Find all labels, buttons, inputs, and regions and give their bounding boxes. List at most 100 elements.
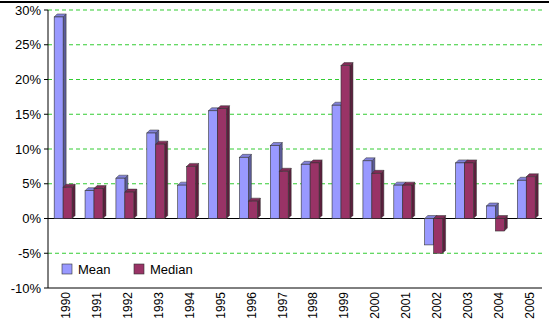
legend-swatch	[134, 264, 144, 274]
category-label: 1996	[245, 292, 259, 319]
bar	[94, 189, 103, 219]
bar-top	[147, 130, 159, 133]
tick-label: -10%	[11, 281, 42, 296]
bar	[341, 66, 350, 219]
bar	[372, 173, 381, 218]
top-rule	[0, 1, 549, 3]
tick-label: 20%	[15, 72, 41, 87]
bar	[301, 164, 310, 218]
bar-top	[156, 141, 168, 144]
bar	[54, 17, 63, 219]
bars	[54, 14, 538, 253]
bar-side	[535, 174, 538, 219]
category-label: 1994	[183, 292, 197, 319]
tick	[44, 149, 48, 150]
x-axis-bottom	[48, 288, 542, 289]
bar-top	[363, 158, 375, 161]
grid-line	[48, 79, 542, 80]
bar	[495, 219, 504, 232]
bar	[434, 219, 443, 254]
bar	[63, 187, 72, 218]
bar-top	[54, 14, 66, 17]
bar-side	[226, 106, 229, 219]
bar	[279, 171, 288, 218]
y-axis	[48, 10, 49, 288]
bar	[209, 111, 218, 219]
bar-top	[279, 168, 291, 171]
tick	[44, 114, 48, 115]
bar	[178, 185, 187, 218]
category-label: 1997	[276, 292, 290, 319]
bar-side	[257, 198, 260, 218]
grid-line	[48, 149, 542, 150]
bar-side	[319, 160, 322, 219]
bar-top	[239, 154, 251, 157]
bar	[332, 105, 341, 218]
bar-side	[103, 186, 106, 219]
bar	[526, 177, 535, 219]
bar-side	[72, 184, 75, 218]
bar-top	[310, 160, 322, 163]
bar-top	[434, 216, 446, 219]
bar-top	[94, 186, 106, 189]
legend: Mean Median	[54, 258, 204, 280]
bar-side	[473, 160, 476, 219]
bar-top	[187, 163, 199, 166]
bar-top	[218, 106, 230, 109]
bar-top	[403, 182, 415, 185]
tick-label: 25%	[15, 37, 41, 52]
tick	[44, 10, 48, 11]
bar	[270, 146, 279, 219]
tick-label: 15%	[15, 107, 41, 122]
tick	[44, 79, 48, 80]
bar-side	[165, 141, 168, 218]
legend-label: Median	[150, 262, 193, 277]
tick-label: 10%	[15, 142, 41, 157]
tick	[44, 288, 48, 289]
legend-swatch	[62, 264, 72, 274]
bar	[125, 192, 134, 218]
category-label: 2000	[368, 292, 382, 319]
grid-line	[48, 44, 542, 45]
grid-line	[48, 253, 542, 254]
bar	[425, 219, 434, 245]
bar-side	[350, 63, 353, 219]
bar	[465, 163, 474, 219]
tick	[44, 253, 48, 254]
bar	[456, 163, 465, 219]
bar	[310, 163, 319, 219]
bar-top	[465, 160, 477, 163]
bar	[403, 185, 412, 218]
bar-top	[116, 175, 128, 178]
category-label: 2001	[399, 292, 413, 319]
grid-line	[48, 10, 542, 11]
bar-top	[63, 184, 75, 187]
bar-top	[486, 203, 498, 206]
legend-box	[54, 258, 204, 280]
category-label: 1990	[59, 292, 73, 319]
bar-top	[495, 216, 507, 219]
category-label: 1992	[121, 292, 135, 319]
bar	[187, 166, 196, 218]
bar	[394, 185, 403, 218]
tick-label: 0%	[22, 211, 41, 226]
chart-svg: -10%-5%0%5%10%15%20%25%30%19901991199219…	[0, 0, 549, 320]
bar-side	[381, 170, 384, 218]
bar	[218, 109, 227, 219]
category-label: 2002	[430, 292, 444, 319]
tick	[44, 183, 48, 184]
category-label: 1999	[337, 292, 351, 319]
category-label: 1995	[214, 292, 228, 319]
bar-top	[526, 174, 538, 177]
chart-container: -10%-5%0%5%10%15%20%25%30%19901991199219…	[0, 0, 549, 320]
bar-side	[443, 216, 446, 254]
bar	[116, 178, 125, 218]
legend-label: Mean	[78, 262, 111, 277]
bar	[363, 161, 372, 219]
bar-top	[125, 189, 137, 192]
tick	[44, 218, 48, 219]
bar-side	[196, 163, 199, 218]
bar-side	[134, 189, 137, 218]
category-label: 2004	[492, 292, 506, 319]
bar-side	[412, 182, 415, 218]
